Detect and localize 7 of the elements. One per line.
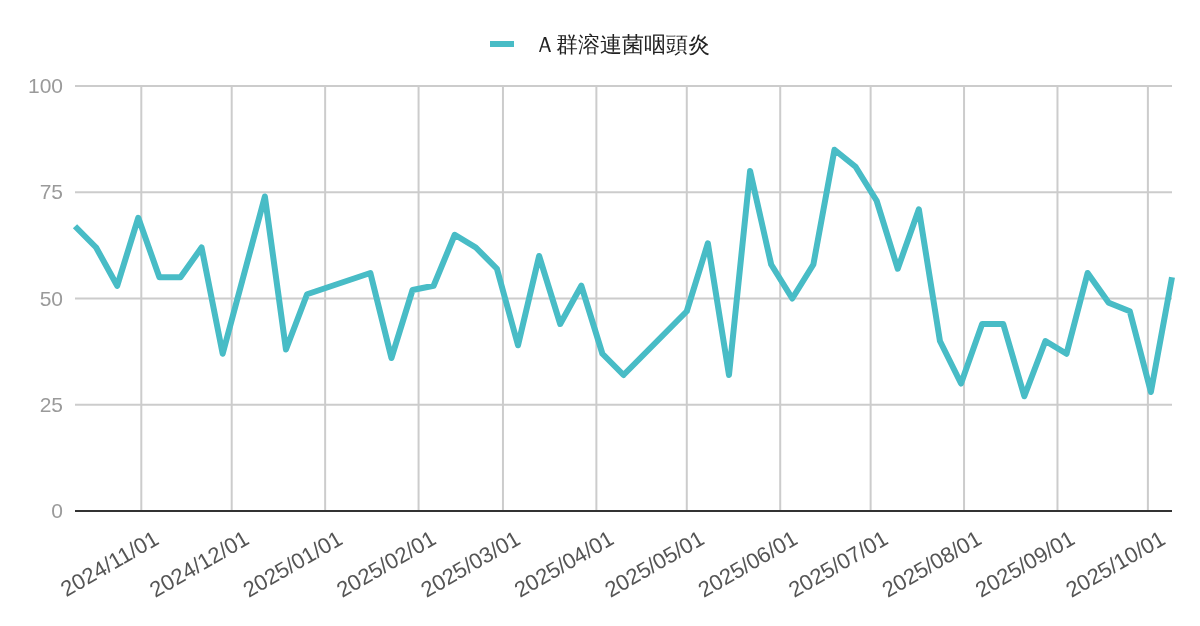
legend-label: Ａ群溶連菌咽頭炎	[534, 32, 710, 57]
y-tick-label: 100	[27, 74, 63, 97]
y-tick-label: 0	[51, 499, 63, 522]
legend: Ａ群溶連菌咽頭炎	[490, 32, 710, 57]
y-tick-label: 50	[39, 286, 63, 310]
y-tick-label: 75	[39, 180, 63, 204]
y-tick-label: 25	[39, 392, 63, 416]
